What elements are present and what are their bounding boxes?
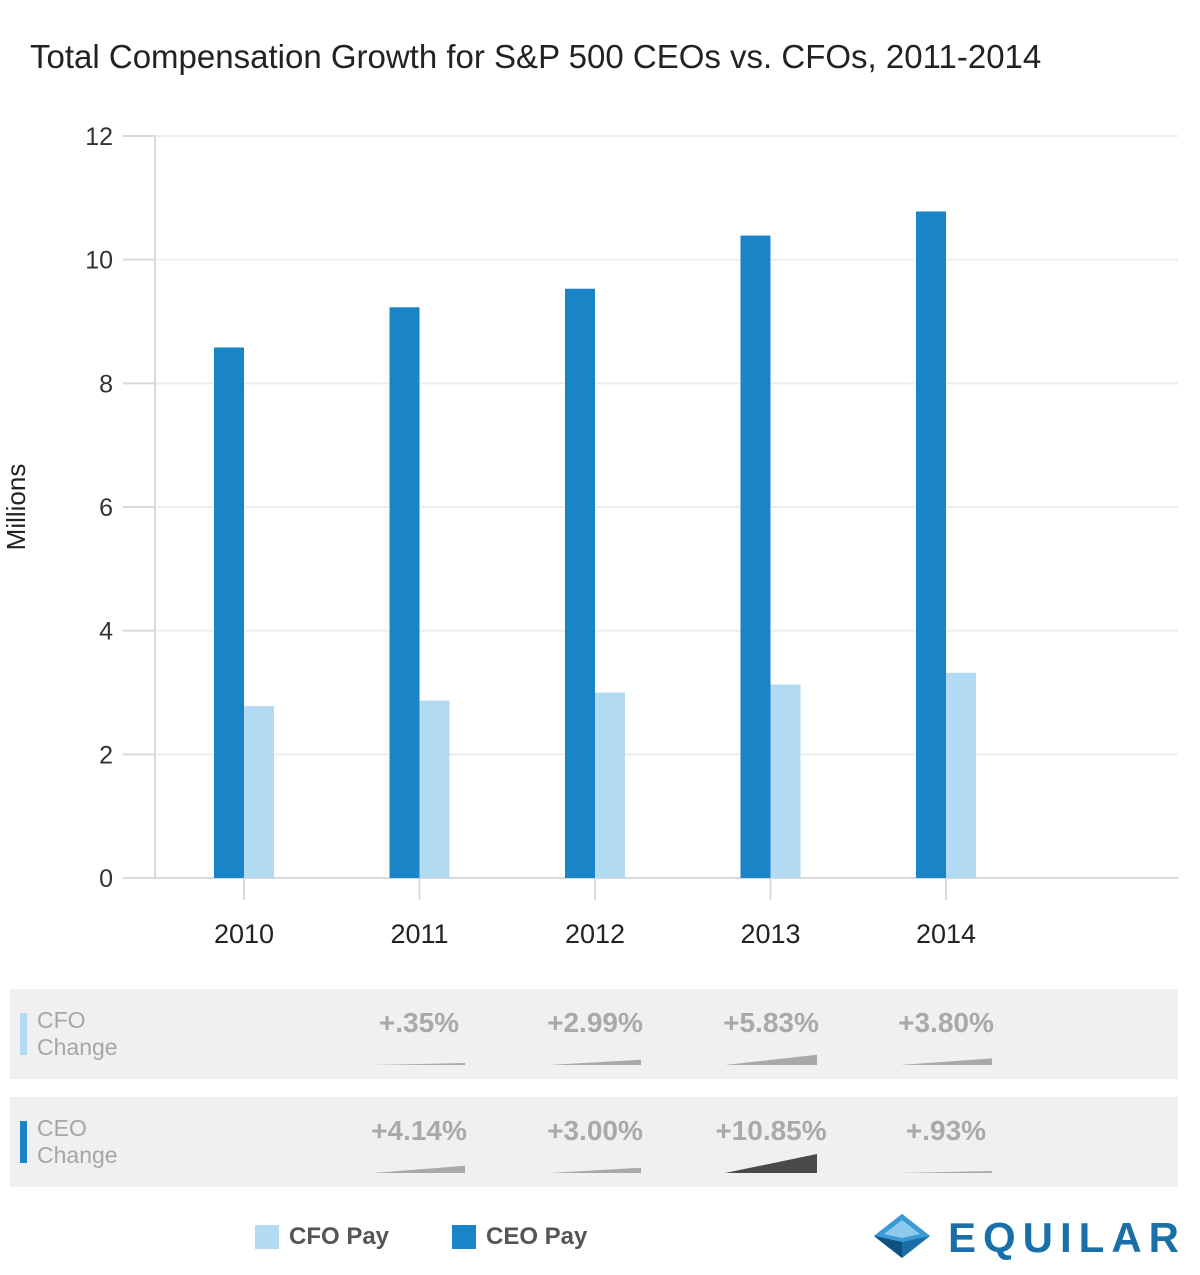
change-value: +2.99%: [547, 1007, 643, 1038]
cfo-pay-bar-2012: [595, 692, 625, 878]
ceo-pay-bar-2010: [214, 347, 244, 879]
x-tick-label: 2011: [390, 919, 448, 949]
change-wedge: [373, 1165, 465, 1173]
x-tick-label: 2014: [916, 919, 976, 949]
change-wedge: [725, 1054, 817, 1065]
cfo-change-swatch: [20, 1013, 27, 1055]
y-axis-label: Millions: [1, 464, 31, 551]
change-value: +.93%: [905, 1115, 987, 1146]
change-wedge: [549, 1167, 641, 1173]
change-wedge-shape: [373, 1063, 465, 1065]
axes: [123, 135, 1178, 900]
legend-swatch-ceo: [452, 1225, 476, 1249]
legend-label-ceo: CEO Pay: [486, 1223, 588, 1250]
y-tick-label: 6: [99, 494, 113, 522]
x-tick-label: 2012: [565, 919, 625, 949]
change-wedge: [373, 1063, 465, 1065]
y-tick-label: 12: [85, 123, 113, 151]
cfo-pay-bar-2010: [244, 706, 274, 878]
cfo-pay-bar-2011: [419, 700, 450, 878]
change-wedge-shape: [725, 1054, 817, 1065]
legend-swatch-cfo: [255, 1225, 279, 1249]
diamond-logo-icon: [874, 1214, 930, 1258]
ceo-pay-bar-2011: [389, 307, 420, 878]
change-wedge-shape: [900, 1058, 992, 1065]
change-value: +4.14%: [371, 1115, 467, 1146]
cfo-pay-bar-2013: [770, 684, 801, 878]
ceo-change-row: CEO Change +4.14% +3.00% +10.85% +.93%: [10, 1097, 1178, 1187]
change-value: +3.00%: [547, 1115, 643, 1146]
change-wedge: [900, 1171, 992, 1173]
change-wedge-shape: [373, 1165, 465, 1173]
ceo-pay-bar-2012: [565, 288, 595, 878]
change-value: +10.85%: [715, 1115, 827, 1146]
change-wedge-shape: [900, 1171, 992, 1173]
equilar-logo: EQUILAR: [870, 1212, 1180, 1262]
x-tick-label: 2010: [214, 919, 274, 949]
change-wedge: [549, 1059, 641, 1065]
change-value: +3.80%: [898, 1007, 994, 1038]
tick-labels: 0 2 4 6 8 10 12 Millions 2010 2011 2012 2013 2014: [1, 123, 976, 949]
change-wedge-shape: [725, 1154, 817, 1173]
bar-chart: 0 2 4 6 8 10 12 Millions 2010 2011 2012 2013 2014: [1, 123, 1178, 949]
x-tick-label: 2013: [740, 919, 800, 949]
ceo-pay-bar-2014: [916, 211, 946, 879]
y-tick-label: 8: [99, 370, 113, 398]
cfo-change-row: CFO Change +.35% +2.99% +5.83% +3.80%: [10, 989, 1178, 1079]
y-tick-label: 2: [99, 741, 113, 769]
cfo-change-label: CFO Change: [37, 1007, 118, 1060]
ceo-pay-bar-2013: [740, 235, 771, 879]
bars: [214, 211, 976, 879]
grid-lines: [155, 135, 1178, 756]
change-wedge: [725, 1154, 817, 1173]
change-value: +.35%: [378, 1007, 460, 1038]
ceo-change-label: CEO Change: [37, 1115, 118, 1168]
change-wedge-shape: [549, 1167, 641, 1173]
logo-wordmark: EQUILAR: [948, 1214, 1186, 1261]
ceo-change-swatch: [20, 1121, 27, 1163]
chart-title: Total Compensation Growth for S&P 500 CE…: [30, 38, 1042, 75]
change-wedge-shape: [549, 1059, 641, 1065]
change-value: +5.83%: [723, 1007, 819, 1038]
cfo-pay-bar-2014: [946, 672, 976, 878]
y-tick-label: 4: [99, 618, 113, 646]
legend-label-cfo: CFO Pay: [289, 1223, 390, 1250]
y-tick-label: 0: [99, 865, 113, 893]
change-wedge: [900, 1058, 992, 1065]
y-tick-label: 10: [85, 247, 113, 275]
